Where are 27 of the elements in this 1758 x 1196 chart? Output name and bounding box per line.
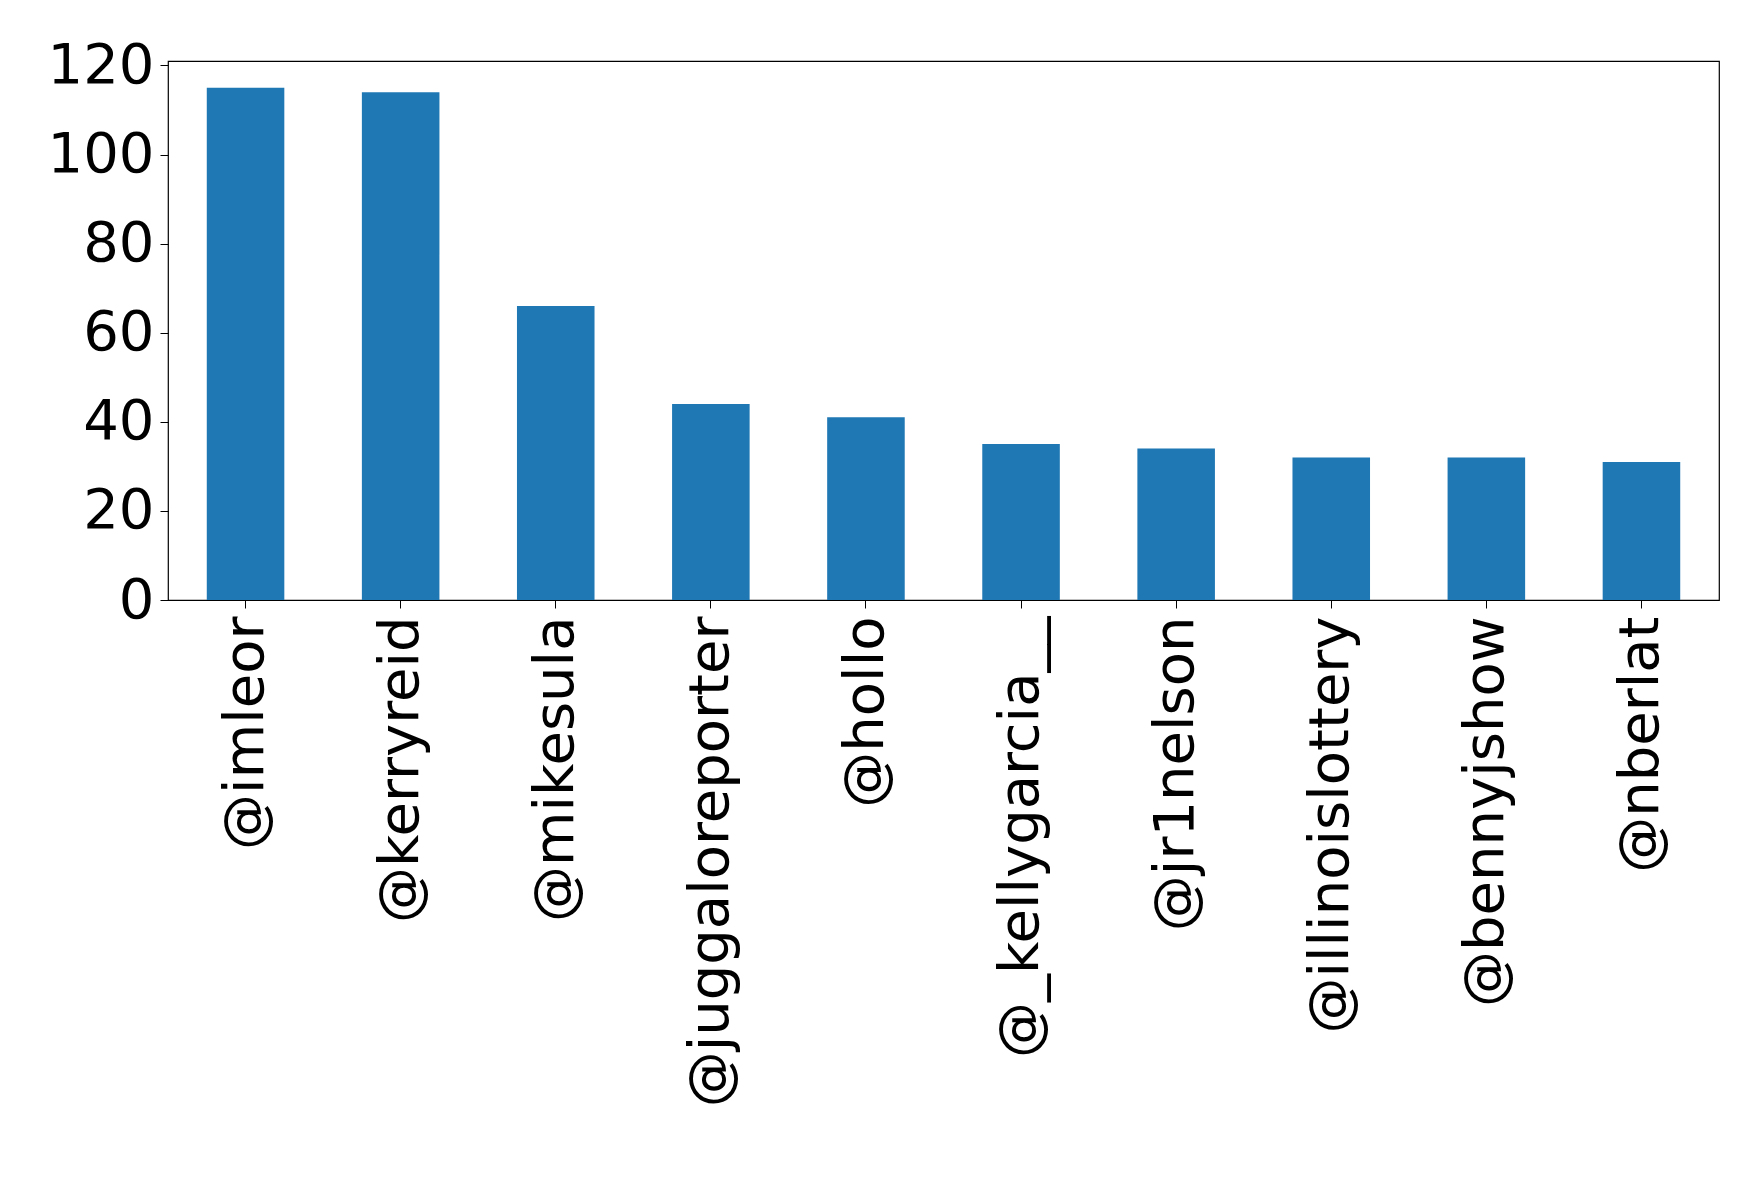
y-tick-label: 100 <box>47 120 155 186</box>
bar <box>672 404 750 600</box>
bar <box>1602 461 1681 600</box>
bar <box>361 92 440 600</box>
y-tick-label: 80 <box>83 209 155 275</box>
x-tick-label: @hollo <box>830 616 896 808</box>
bar <box>827 417 905 600</box>
y-tick-label: 120 <box>47 30 155 96</box>
x-tick-label: @juggaloreporter <box>675 615 741 1108</box>
y-tick-label: 0 <box>118 565 155 631</box>
bar <box>206 87 285 600</box>
bar <box>516 306 595 600</box>
bar <box>982 444 1060 600</box>
bar <box>1447 457 1526 600</box>
y-tick-label: 40 <box>83 387 155 453</box>
bar <box>1137 448 1215 600</box>
x-tick-label: @jr1nelson <box>1141 616 1207 932</box>
x-tick-label: @illinoislottery <box>1296 616 1362 1034</box>
x-tick-label: @nberlat <box>1606 616 1672 873</box>
y-tick-label: 20 <box>83 476 155 542</box>
x-tick-label: @mikesula <box>520 616 586 923</box>
y-tick-label: 60 <box>83 298 155 364</box>
x-tick-label: @kerryreid <box>365 616 431 923</box>
bar <box>1292 457 1371 600</box>
x-tick-label: @_kellygarcia__ <box>986 615 1052 1058</box>
x-tick-label: @imleor <box>210 615 276 850</box>
x-tick-label: @bennyjshow <box>1451 616 1517 1007</box>
